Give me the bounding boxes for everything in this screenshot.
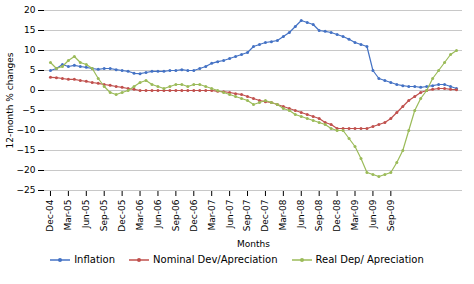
html-text:Real Dep/ Apreciation: Real Dep/ Apreciation xyxy=(315,254,424,265)
svg-text:Dec-04: Dec-04 xyxy=(45,199,55,231)
svg-text:−15: −15 xyxy=(17,145,36,155)
html-text:Inflation: Inflation xyxy=(74,254,115,265)
svg-text:Jun-07: Jun-07 xyxy=(224,200,234,230)
svg-text:Dec-07: Dec-07 xyxy=(260,200,270,232)
svg-text:Dec-06: Dec-06 xyxy=(189,199,199,231)
svg-text:Mar-09: Mar-09 xyxy=(350,199,360,230)
svg-text:−20: −20 xyxy=(17,165,36,175)
svg-text:Jun-06: Jun-06 xyxy=(153,199,163,229)
svg-text:Mar-07: Mar-07 xyxy=(207,200,217,231)
svg-text:5: 5 xyxy=(30,65,36,75)
svg-text:Mar-08: Mar-08 xyxy=(278,199,288,230)
svg-text:10: 10 xyxy=(24,45,36,55)
svg-text:Sep-09: Sep-09 xyxy=(386,199,396,231)
svg-text:Mar-05: Mar-05 xyxy=(63,200,73,231)
svg-text:Sep-06: Sep-06 xyxy=(171,199,181,231)
html-text:Nominal Dev/Apreciation: Nominal Dev/Apreciation xyxy=(153,254,278,265)
svg-text:Mar-06: Mar-06 xyxy=(135,199,145,230)
svg-text:Jun-05: Jun-05 xyxy=(81,200,91,230)
svg-text:Dec-05: Dec-05 xyxy=(117,200,127,232)
svg-text:12-month % changes: 12-month % changes xyxy=(5,52,15,148)
svg-text:Jun-08: Jun-08 xyxy=(296,199,306,229)
svg-text:20: 20 xyxy=(24,5,36,15)
svg-text:−5: −5 xyxy=(22,105,35,115)
svg-text:Sep-07: Sep-07 xyxy=(242,200,252,232)
svg-text:Months: Months xyxy=(237,239,270,249)
svg-text:Jun-09: Jun-09 xyxy=(368,199,378,229)
svg-text:15: 15 xyxy=(24,25,35,35)
svg-text:−10: −10 xyxy=(17,125,36,135)
svg-text:Sep-08: Sep-08 xyxy=(314,199,324,231)
svg-text:Sep-05: Sep-05 xyxy=(99,200,109,232)
svg-text:0: 0 xyxy=(30,85,36,95)
svg-text:−25: −25 xyxy=(17,185,36,195)
svg-text:Dec-08: Dec-08 xyxy=(332,199,342,231)
